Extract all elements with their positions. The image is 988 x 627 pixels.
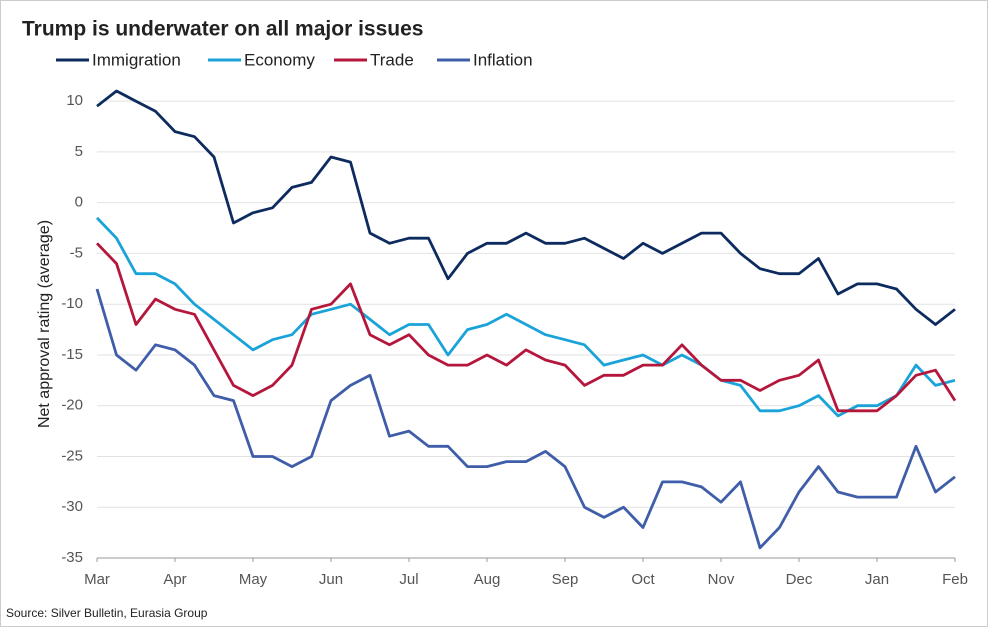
y-tick-label: 10 [66,92,83,109]
x-tick-label: Jan [865,571,889,588]
x-tick-label: Oct [631,571,655,588]
chart-title: Trump is underwater on all major issues [22,18,423,41]
y-tick-label: -15 [61,346,83,363]
y-axis-label: Net approval rating (average) [36,220,53,428]
x-tick-label: Jul [399,571,418,588]
x-tick-label: Apr [163,571,186,588]
x-tick-label: Jun [319,571,343,588]
y-tick-label: 0 [75,194,83,211]
y-tick-label: -30 [61,498,83,515]
x-tick-label: Feb [942,571,968,588]
y-tick-label: -35 [61,549,83,566]
y-tick-label: -25 [61,447,83,464]
series-line [95,288,956,550]
x-tick-label: Dec [786,571,813,588]
y-tick-label: 5 [75,143,83,160]
x-tick-label: Nov [708,571,735,588]
legend-label: Inflation [473,50,533,69]
series-line [96,89,956,326]
series-line [95,242,957,413]
x-tick-label: Mar [84,571,110,588]
legend-label: Economy [244,50,315,69]
y-tick-label: -10 [61,295,83,312]
legend-label: Immigration [92,50,181,69]
x-tick-label: Aug [474,571,501,588]
y-tick-label: -5 [70,244,83,261]
series-line [95,216,956,418]
x-tick-label: Sep [552,571,579,588]
x-tick-label: May [239,571,268,588]
legend-label: Trade [370,50,414,69]
source: Source: Silver Bulletin, Eurasia Group [6,606,208,620]
y-tick-label: -20 [61,397,83,414]
